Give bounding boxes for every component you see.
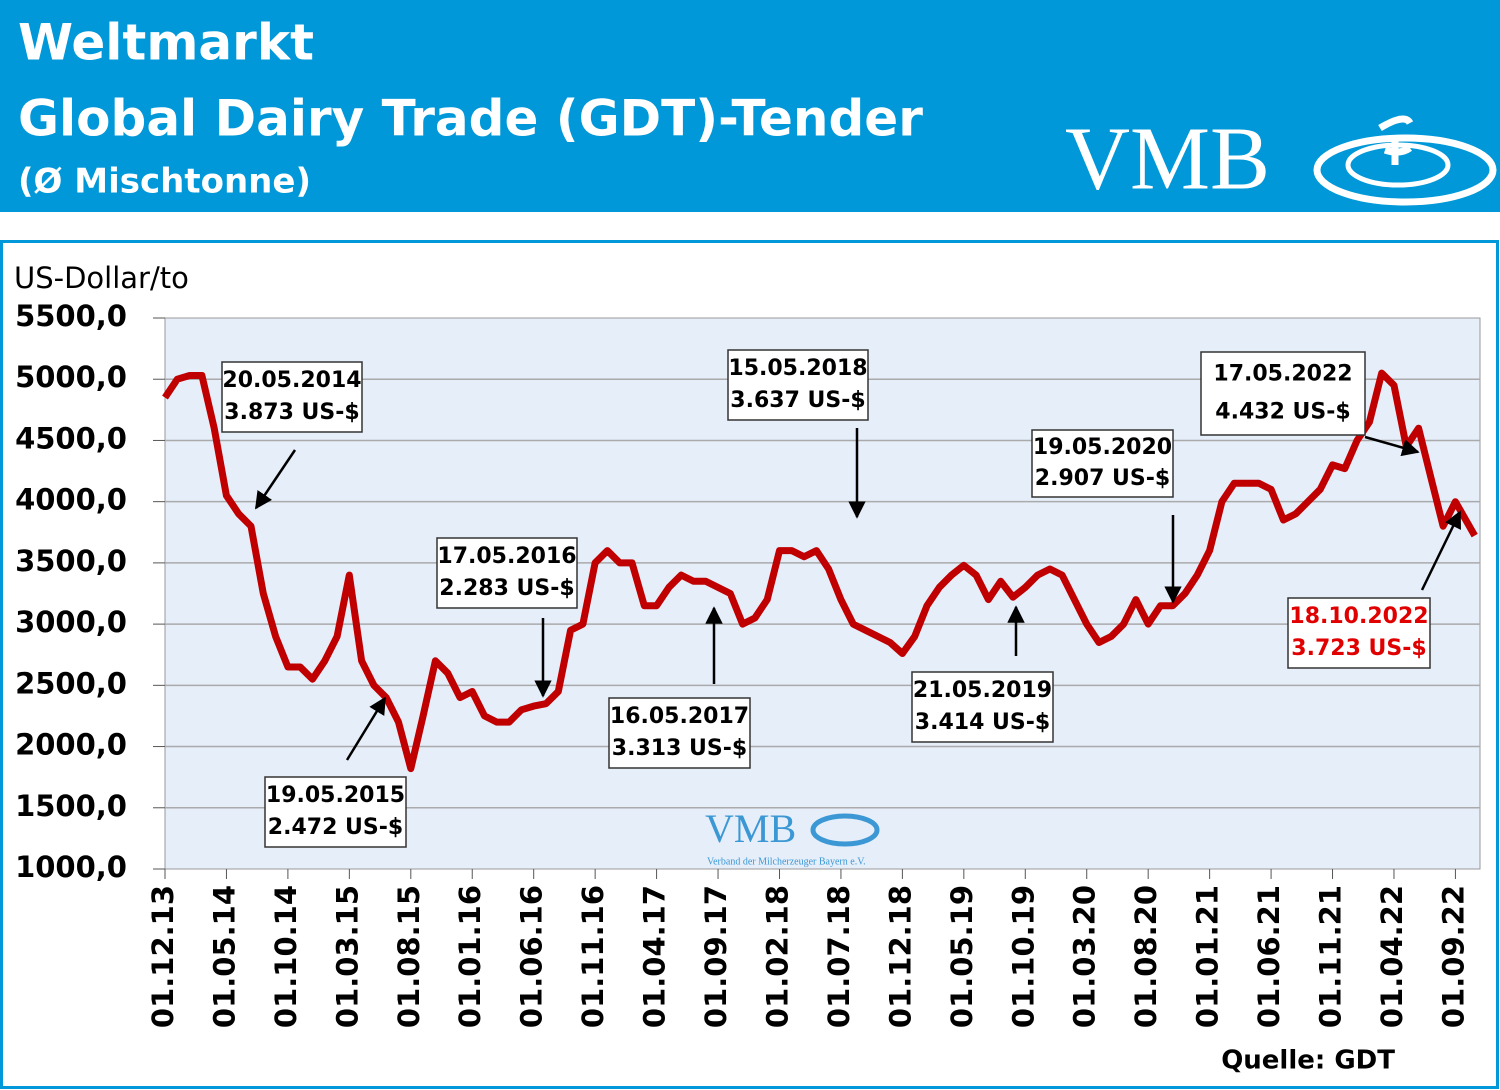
annotation-date: 18.10.2022 — [1289, 604, 1428, 629]
x-tick-label: 01.06.16 — [515, 885, 549, 1028]
data-line — [162, 369, 1478, 773]
annotation-arrow — [254, 449, 297, 510]
annotation-date: 15.05.2018 — [728, 356, 867, 381]
y-tick-label: 2500,0 — [15, 666, 127, 700]
watermark-icon — [810, 813, 880, 847]
x-tick-label: 01.05.14 — [207, 885, 241, 1028]
annotation-value: 3.414 US-$ — [915, 710, 1050, 735]
logo-icon — [1313, 115, 1497, 206]
x-tick-label: 01.09.22 — [1436, 885, 1470, 1028]
annotation-arrow — [1364, 435, 1420, 457]
x-tick-label: 01.03.15 — [330, 885, 364, 1028]
annotation: 15.05.2018 3.637 US-$ — [727, 349, 869, 421]
x-tick-label: 01.08.15 — [392, 885, 426, 1028]
annotation-date: 20.05.2014 — [222, 368, 361, 393]
annotation-value: 4.432 US-$ — [1215, 400, 1350, 425]
x-tick-label: 01.05.19 — [945, 885, 979, 1028]
x-tick-label: 01.01.21 — [1191, 885, 1225, 1028]
source: Quelle: GDT — [1221, 1046, 1395, 1076]
subtitle: Global Dairy Trade (GDT)-Tender — [18, 90, 923, 148]
y-tick-label: 3500,0 — [15, 544, 127, 578]
annotation-value: 3.873 US-$ — [224, 400, 359, 425]
annotation: 19.05.2020 2.907 US-$ — [1031, 429, 1174, 498]
x-tick-label: 01.02.18 — [760, 885, 794, 1028]
annotation-box — [911, 671, 1054, 743]
annotation-value: 3.637 US-$ — [730, 388, 865, 413]
header — [0, 0, 1500, 212]
x-tick-label: 01.09.17 — [699, 885, 733, 1028]
x-tick-label: 01.10.19 — [1006, 885, 1040, 1028]
annotation-box — [436, 537, 578, 609]
x-tick-label: 01.07.18 — [822, 885, 856, 1028]
x-tick-label: 01.11.16 — [576, 885, 610, 1028]
x-tick-label: 01.11.21 — [1314, 885, 1348, 1028]
annotation-box — [264, 776, 407, 848]
annotation-date: 19.05.2015 — [266, 783, 405, 808]
annotation: 19.05.2015 2.472 US-$ — [264, 776, 407, 848]
y-tick-label: 4500,0 — [15, 421, 127, 455]
y-tick-label: 5500,0 — [15, 299, 127, 333]
annotation-box — [608, 697, 751, 769]
annotation-box — [1200, 351, 1366, 436]
y-tick-label: 1000,0 — [15, 850, 127, 884]
x-tick-label: 01.12.13 — [146, 885, 180, 1028]
annotation-arrow — [345, 696, 387, 761]
annotation-date: 19.05.2020 — [1033, 435, 1172, 460]
annotation: 17.05.2016 2.283 US-$ — [436, 537, 578, 609]
annotation: 20.05.2014 3.873 US-$ — [221, 361, 363, 433]
y-tick-label: 2000,0 — [15, 728, 127, 762]
annotation-date: 17.05.2022 — [1213, 361, 1352, 386]
watermark: VMB — [705, 806, 796, 851]
annotation-value: 2.472 US-$ — [268, 815, 403, 840]
annotation: 16.05.2017 3.313 US-$ — [608, 697, 751, 769]
subtitle2: (Ø Mischtonne) — [18, 162, 311, 202]
x-tick-label: 01.08.20 — [1129, 885, 1163, 1028]
annotation-value: 3.313 US-$ — [612, 736, 747, 761]
y-axis-label: US-Dollar/to — [14, 261, 189, 295]
title: Weltmarkt — [18, 14, 314, 72]
y-tick-label: 3000,0 — [15, 605, 127, 639]
y-tick-label: 1500,0 — [15, 789, 127, 823]
logo: VMB — [1065, 110, 1270, 209]
annotation: 21.05.2019 3.414 US-$ — [911, 671, 1054, 743]
annotation-box — [1287, 597, 1431, 669]
watermark-sub: Verband der Milcherzeuger Bayern e.V. — [707, 856, 866, 867]
x-tick-label: 01.12.18 — [883, 885, 917, 1028]
annotation-box — [727, 349, 869, 421]
annotation-value: 3.723 US-$ — [1291, 636, 1426, 661]
annotation-arrow — [1420, 510, 1462, 591]
annotation-box — [221, 361, 363, 433]
x-tick-label: 01.01.16 — [453, 885, 487, 1028]
annotation-date: 21.05.2019 — [913, 678, 1052, 703]
annotation-date: 17.05.2016 — [437, 544, 576, 569]
annotation-date: 16.05.2017 — [610, 704, 749, 729]
annotation-value: 2.283 US-$ — [439, 576, 574, 601]
y-tick-label: 4000,0 — [15, 483, 127, 517]
x-tick-label: 01.06.21 — [1252, 885, 1286, 1028]
x-tick-label: 01.04.22 — [1375, 885, 1409, 1028]
annotation-box — [1031, 429, 1174, 498]
annotation: 18.10.2022 3.723 US-$ — [1287, 597, 1431, 669]
x-tick-label: 01.03.20 — [1068, 885, 1102, 1028]
x-tick-label: 01.04.17 — [638, 885, 672, 1028]
annotation-value: 2.907 US-$ — [1035, 466, 1170, 491]
x-tick-label: 01.10.14 — [269, 885, 303, 1028]
annotation: 17.05.2022 4.432 US-$ — [1200, 351, 1366, 436]
y-tick-label: 5000,0 — [15, 360, 127, 394]
